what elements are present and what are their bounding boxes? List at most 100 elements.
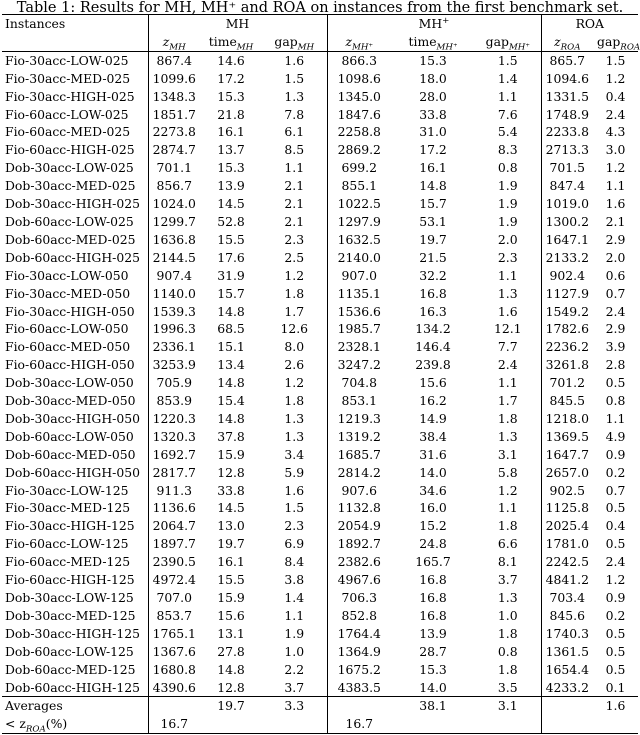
cell-z-mh: 4390.6 [152,679,196,695]
cell-t-mhp: 15.6 [419,375,447,391]
cell-g-mhp: 3.7 [475,571,542,589]
cell-g-mhp: 1.1 [475,266,542,285]
instance-name: Fio-60acc-LOW-025 [2,105,149,124]
cell-g-mh: 1.5 [262,69,328,88]
cell-z-roa: 2713.3 [545,142,589,158]
instance-name: Dob-60acc-MED-050 [2,445,149,464]
cell-z-mhp: 1536.6 [337,303,381,319]
cell-z-mh: 853.7 [156,607,192,623]
instance-name: Dob-60acc-LOW-050 [2,427,149,446]
cell-t-mh: 12.8 [217,679,245,695]
cell-t-mh: 15.5 [217,572,245,588]
cell-z-roa: 1654.4 [545,661,589,677]
table-body: Fio-30acc-LOW-025 867.4 14.6 1.6 866.3 15.3 1.… [2,51,638,697]
cell-g-mh: 1.3 [262,427,328,446]
cell-g-mh: 1.0 [262,642,328,661]
cell-t-mhp: 19.7 [419,231,447,247]
cell-z-mhp: 1098.6 [337,70,381,86]
averages-label: Averages [2,696,149,716]
instance-name: Fio-30acc-MED-125 [2,499,149,518]
cell-g-roa: 2.1 [605,213,626,229]
cell-g-mh: 8.4 [262,553,328,572]
blank-header [2,32,149,52]
cell-z-roa: 1361.5 [545,643,589,659]
cell-t-mhp: 16.3 [419,303,447,319]
cell-z-mhp: 1297.9 [337,213,381,229]
cell-t-mh: 13.0 [217,518,245,534]
cell-g-roa: 0.4 [605,518,626,534]
cell-g-mh: 1.3 [262,87,328,106]
cell-g-roa: 0.1 [605,679,626,695]
instance-name: Dob-60acc-HIGH-025 [2,248,149,267]
lt-roa-row: < zROA(%) 16.7 16.7 [2,715,639,735]
cell-t-mh: 14.8 [217,303,245,319]
cell-g-roa: 1.1 [605,178,626,194]
cell-z-mhp: 2869.2 [337,142,381,158]
cell-g-roa: 1.1 [605,410,626,426]
table-row: Fio-60acc-MED-050 2336.1 15.1 8.0 2328.1 146.… [2,338,638,357]
cell-z-mh: 1299.7 [152,213,196,229]
cell-z-roa: 4233.2 [545,679,589,695]
cell-t-mh: 14.6 [217,52,245,68]
cell-t-mhp: 24.8 [419,536,447,552]
cell-z-roa: 845.6 [549,607,586,623]
instance-name: Dob-60acc-LOW-125 [2,642,149,661]
cell-z-roa: 1331.5 [545,88,589,104]
cell-t-mhp: 146.4 [415,339,451,355]
cell-z-mh: 3253.9 [152,357,196,373]
table-row: Dob-60acc-LOW-125 1367.6 27.8 1.0 1364.9 28.7… [2,642,638,661]
table-caption: Table 1: Results for MH, MH⁺ and ROA on … [16,0,624,16]
cell-z-mh: 2144.5 [152,249,196,265]
cell-g-mh: 1.8 [262,284,328,303]
cell-g-roa: 0.5 [605,500,626,516]
cell-z-mhp: 907.0 [341,267,377,283]
table-row: Dob-30acc-HIGH-125 1765.1 13.1 1.9 1764.4 13.… [2,624,638,643]
time-mh-header: timeMH [200,32,262,52]
instance-name: Fio-60acc-MED-125 [2,553,149,572]
cell-g-mhp: 5.8 [475,463,542,482]
instance-name: Fio-60acc-MED-025 [2,123,149,142]
cell-t-mh: 21.8 [217,106,245,122]
instance-name: Dob-30acc-MED-125 [2,606,149,625]
cell-g-mhp: 1.7 [475,392,542,410]
cell-z-roa: 1369.5 [545,428,589,444]
cell-z-mhp: 1675.2 [337,661,381,677]
instance-name: Fio-60acc-HIGH-050 [2,356,149,375]
instance-name: Dob-60acc-HIGH-125 [2,678,149,697]
cell-g-mhp: 8.1 [475,553,542,572]
cell-g-mh: 2.3 [262,230,328,249]
cell-g-mh: 1.7 [262,302,328,321]
cell-g-mh: 12.6 [262,320,328,339]
cell-g-mh: 6.1 [262,123,328,142]
cell-z-mh: 1367.6 [152,643,196,659]
cell-z-mhp: 853.1 [341,393,377,409]
cell-t-mhp: 134.2 [415,321,451,337]
table-row: Fio-30acc-MED-025 1099.6 17.2 1.5 1098.6 18.0… [2,69,638,88]
cell-g-mhp: 1.3 [475,284,542,303]
cell-z-mhp: 3247.2 [337,357,381,373]
cell-t-mhp: 239.8 [415,357,451,373]
cell-g-mhp: 6.6 [475,535,542,554]
cell-t-mhp: 53.1 [419,213,447,229]
cell-z-mh: 1140.0 [152,285,196,301]
cell-z-mh: 4972.4 [152,572,196,588]
cell-g-roa: 1.2 [605,572,626,588]
lt-roa-label: < zROA(%) [2,715,149,735]
cell-z-roa: 1300.2 [545,213,589,229]
cell-t-mh: 14.5 [217,500,245,516]
instance-name: Fio-30acc-MED-050 [2,284,149,303]
cell-t-mhp: 15.7 [419,196,447,212]
cell-z-mhp: 907.6 [341,482,377,498]
cell-t-mh: 13.7 [217,142,245,158]
cell-t-mh: 33.8 [217,482,245,498]
cell-z-mh: 707.0 [156,590,192,605]
group-header-row: Instances MH MH+ ROA [2,13,639,33]
cell-g-mhp: 1.6 [475,302,542,321]
cell-z-mhp: 1219.3 [337,410,381,426]
cell-t-mh: 15.4 [217,393,245,409]
cell-g-mh: 8.0 [262,338,328,357]
cell-z-mh: 1636.8 [152,231,196,247]
table-row: Dob-60acc-MED-125 1680.8 14.8 2.2 1675.2 15.3… [2,660,638,679]
cell-z-roa: 2242.5 [545,554,589,570]
avg-time-mh: 19.7 [200,696,262,716]
